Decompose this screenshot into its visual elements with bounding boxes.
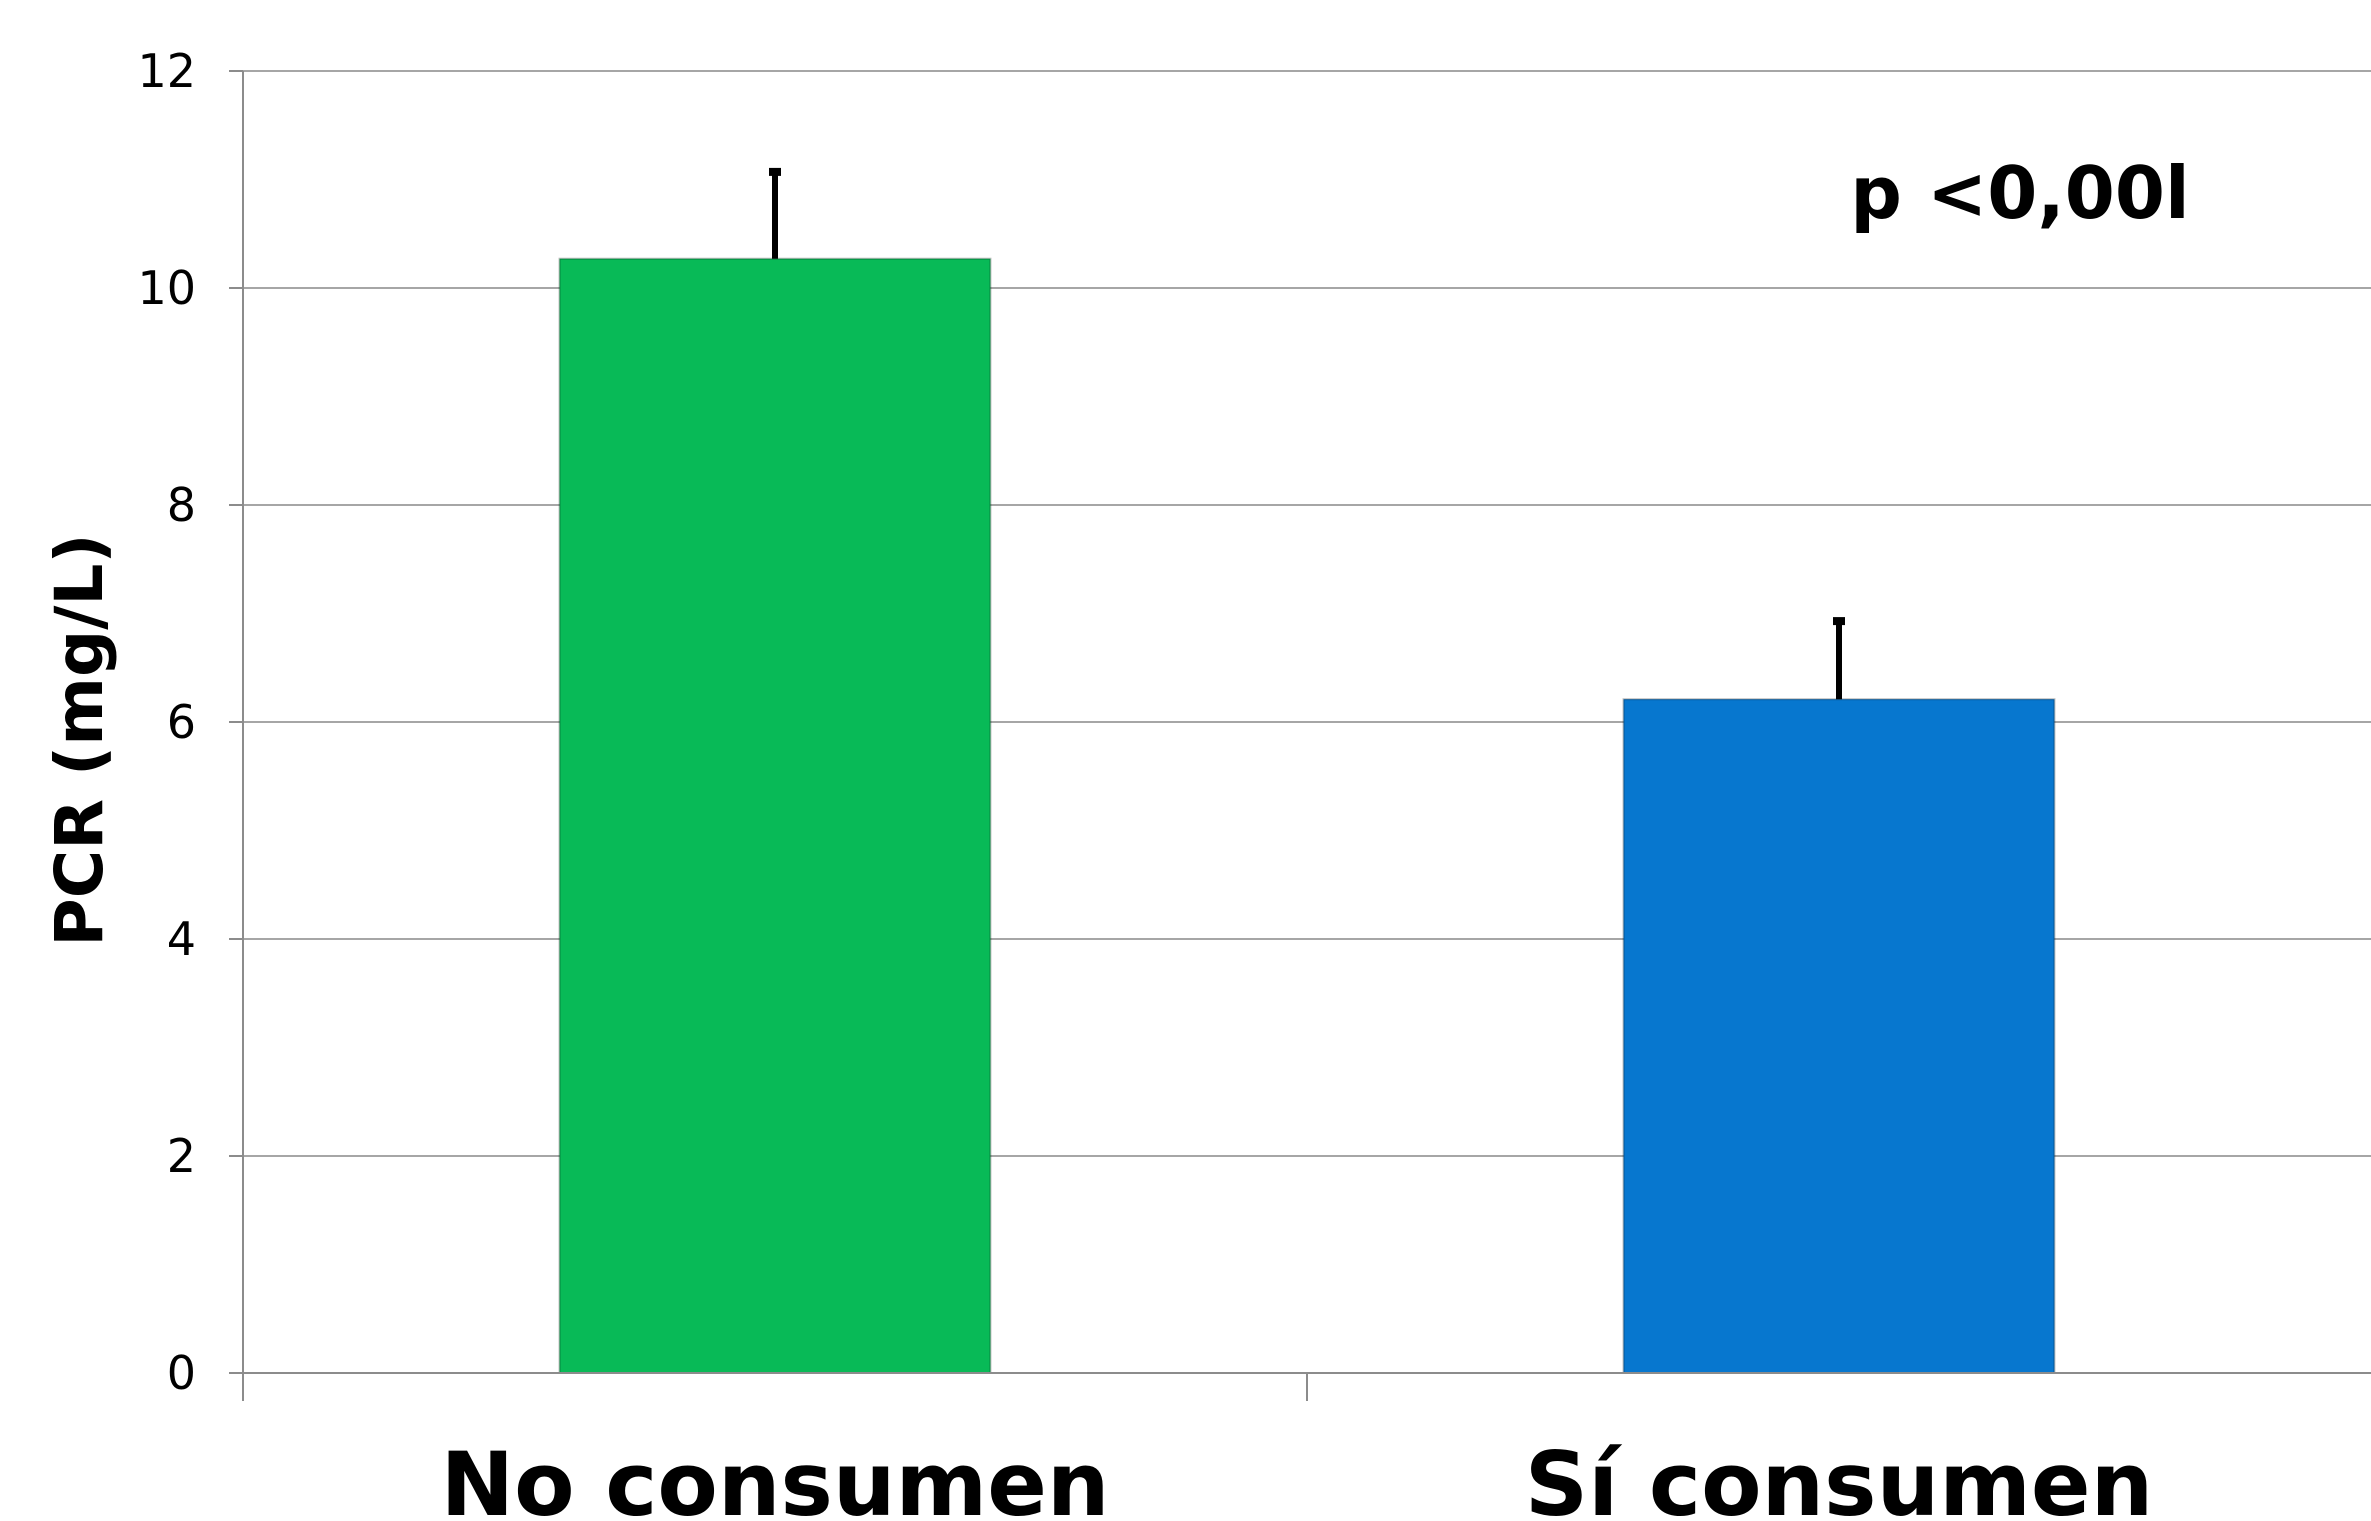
y-tick-label-10: 10	[137, 261, 196, 315]
x-category-label-2: Sí consumen	[1525, 1433, 2154, 1521]
y-tick-label-12: 12	[137, 44, 196, 98]
labels: 0 2 4 6 8 10 12 No consumen Sí consumen	[137, 44, 2153, 1521]
bar-2	[1622, 698, 2056, 1374]
y-tick-label-6: 6	[167, 695, 196, 749]
y-axis-title: PCR (mg/L)	[41, 533, 118, 946]
x-category-label-1: No consumen	[440, 1433, 1109, 1521]
axes	[229, 70, 2371, 1401]
y-tick-label-4: 4	[167, 912, 196, 966]
error-bars	[769, 167, 1845, 700]
y-tick-label-8: 8	[167, 478, 196, 532]
y-tick-label-2: 2	[167, 1129, 196, 1183]
bars	[558, 257, 2056, 1375]
p-value-annotation: p <0,00l	[1850, 151, 2189, 235]
y-tick-label-0: 0	[167, 1346, 196, 1400]
bar-1	[558, 257, 992, 1375]
